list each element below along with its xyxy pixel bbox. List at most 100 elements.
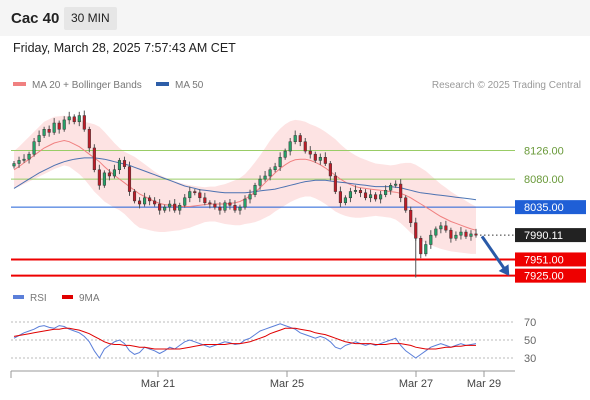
current-price-label: 7990.11	[524, 230, 563, 242]
candle	[374, 192, 378, 202]
candle-body	[178, 205, 182, 211]
support-label: 7951.00	[524, 254, 564, 266]
candle-body	[258, 178, 262, 186]
candle-body	[273, 166, 277, 171]
candle	[258, 175, 262, 190]
candle	[102, 170, 106, 188]
candle	[97, 164, 101, 190]
candle	[198, 189, 202, 203]
candle	[263, 171, 267, 182]
candle	[72, 114, 76, 125]
candle-body	[439, 225, 443, 230]
candle	[127, 161, 132, 196]
candle-body	[303, 141, 307, 152]
candle-body	[183, 197, 187, 206]
candle-body	[122, 160, 127, 167]
candle-body	[424, 244, 428, 255]
candle	[132, 189, 137, 204]
candle	[253, 182, 257, 198]
legend-ma50: MA 50	[156, 80, 203, 91]
candle	[454, 231, 458, 241]
candle-body	[368, 194, 373, 199]
candle-body	[62, 119, 66, 130]
candle	[243, 195, 247, 210]
candle-body	[82, 115, 86, 130]
candle-body	[384, 190, 388, 195]
candle-body	[464, 231, 468, 237]
candle	[17, 156, 21, 168]
candle	[283, 148, 287, 160]
timestamp: Friday, March 28, 2025 7:57:43 AM CET	[13, 41, 236, 55]
candle	[333, 172, 337, 195]
candle-body	[163, 206, 167, 211]
forecast-arrow	[480, 235, 510, 276]
candle-body	[117, 160, 122, 171]
candle	[409, 206, 413, 228]
candle	[273, 162, 277, 173]
candle-body	[97, 169, 101, 186]
candle	[434, 226, 438, 238]
candle-body	[293, 135, 297, 142]
candle-body	[454, 234, 458, 239]
candles	[12, 110, 478, 278]
candle	[203, 192, 207, 206]
candle-body	[313, 153, 317, 161]
candle	[384, 185, 388, 198]
candle	[298, 133, 302, 147]
candle-body	[47, 129, 51, 133]
candle-body	[42, 129, 46, 136]
candle-body	[87, 129, 91, 149]
candle	[278, 152, 282, 171]
candle-body	[188, 191, 192, 199]
candle	[288, 137, 292, 156]
current-price-label-bg	[515, 228, 586, 243]
candle-body	[72, 116, 76, 123]
candle-body	[233, 205, 237, 211]
candle-body	[358, 190, 363, 194]
candle-body	[193, 191, 197, 194]
candle	[323, 152, 327, 167]
candle-body	[419, 238, 423, 255]
candle-body	[308, 150, 312, 155]
candle	[178, 202, 182, 215]
candle	[429, 230, 433, 249]
x-tick-label: Mar 25	[270, 378, 304, 390]
timeframe-button[interactable]: 30 MIN	[64, 7, 117, 30]
candle	[67, 111, 71, 125]
candle	[343, 195, 347, 206]
candle	[268, 167, 272, 181]
candle-body	[353, 190, 358, 192]
pivot-label-bg	[515, 200, 586, 215]
candle-body	[107, 172, 111, 177]
candle-body	[203, 197, 207, 204]
resistance-label: 8126.00	[524, 145, 564, 157]
candle	[47, 125, 51, 137]
candle	[77, 111, 81, 127]
candle-body	[67, 116, 71, 121]
candle	[218, 202, 222, 215]
bollinger-area	[14, 115, 476, 254]
candle	[248, 189, 252, 204]
rsi-panel: 70 50 30	[11, 317, 536, 365]
resistance-label: 8080.00	[524, 174, 564, 186]
legend-9ma-label: 9MA	[79, 293, 100, 304]
candle	[303, 137, 307, 154]
candle-body	[158, 203, 162, 211]
candle	[469, 230, 473, 241]
candle	[117, 157, 122, 175]
candle	[363, 189, 368, 201]
candle-body	[223, 202, 227, 211]
candle-body	[414, 222, 418, 239]
candle-body	[323, 157, 327, 164]
candle-body	[37, 135, 41, 142]
candle	[107, 169, 111, 181]
rsi-line	[13, 323, 477, 359]
candle-body	[22, 158, 26, 161]
candle-body	[283, 150, 287, 158]
candle	[399, 179, 403, 203]
candle-body	[238, 206, 242, 211]
legend-ma20: MA 20 + Bollinger Bands	[13, 80, 142, 91]
candle-body	[243, 198, 247, 208]
candle	[143, 192, 147, 207]
